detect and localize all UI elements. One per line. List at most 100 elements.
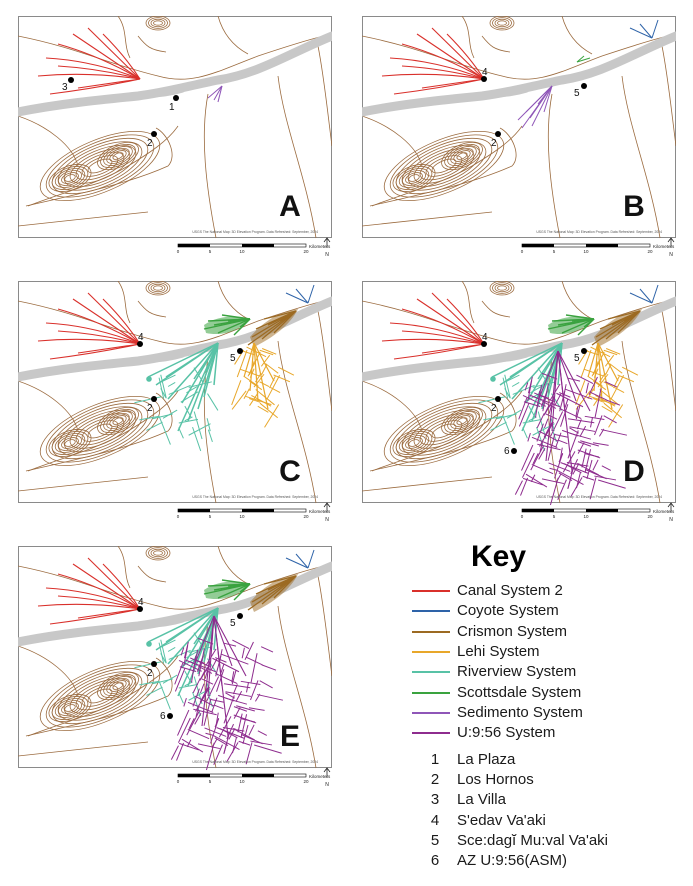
lehi-system-line: [269, 375, 276, 389]
u956-system-line: [196, 659, 205, 664]
contour-line: [362, 115, 423, 167]
riverview-system-line: [528, 405, 536, 418]
contour-ring: [64, 704, 76, 712]
riverview-system-line: [139, 680, 160, 686]
crismon-system-fill: [250, 309, 298, 347]
contour-ring: [145, 16, 171, 31]
contour-ring: [395, 431, 433, 455]
riverview-system-line: [483, 415, 504, 421]
u956-system-line: [215, 656, 222, 677]
contour-lines: [362, 281, 676, 504]
u956-system-line: [522, 394, 546, 407]
scale-tick-label: 20: [303, 249, 309, 254]
u956-system-line: [518, 403, 530, 427]
u956-system-line: [521, 452, 535, 478]
contour-ring: [450, 413, 474, 429]
scale-bar-segment: [586, 244, 618, 247]
canal-system-2-line: [389, 57, 485, 80]
riverview-system-line: [146, 686, 163, 696]
contour-line: [217, 546, 249, 585]
u956-system-line: [586, 459, 593, 480]
key-swatch: [412, 691, 450, 694]
u956-system-line: [201, 615, 215, 727]
u956-system-line: [522, 477, 543, 486]
u956-system-line: [577, 449, 601, 459]
u956-system-line: [254, 744, 282, 754]
contour-ring: [75, 416, 125, 446]
map-credit: USGS The National Map: 3D Elevation Prog…: [192, 230, 318, 234]
riverview-system-line: [165, 607, 219, 643]
sedimento-system-line: [521, 85, 553, 129]
site-marker: [167, 713, 173, 719]
scale-tick-label: 10: [583, 514, 589, 519]
contour-line: [18, 645, 79, 697]
site-4: 4: [137, 332, 144, 347]
north-arrow-icon: [323, 767, 331, 778]
contour-ring: [45, 664, 155, 728]
site-label: 2: [491, 138, 497, 149]
u956-system-line: [192, 688, 200, 707]
contour-lines: [18, 16, 332, 239]
site-4: 4: [481, 332, 488, 347]
contour-line: [481, 300, 511, 318]
sedimento-system: [517, 85, 553, 129]
u956-system-line: [195, 704, 200, 717]
u956-system-line: [228, 727, 236, 740]
salt-river: [18, 31, 332, 117]
contour-line: [277, 605, 317, 769]
contour-ring: [153, 550, 163, 556]
contour-ring: [51, 696, 89, 720]
u956-system-line: [559, 392, 571, 398]
scale-tick-label: 0: [177, 249, 180, 254]
key-site-name: AZ U:9:56(ASM): [457, 852, 568, 869]
scale-tick-label: 0: [521, 514, 524, 519]
salt-river: [137, 352, 184, 364]
lehi-system-line: [265, 363, 279, 374]
contour-ring: [97, 406, 139, 436]
scottsdale-system: [203, 579, 251, 601]
contour-ring: [444, 144, 480, 168]
scale-tick-label: 5: [553, 249, 556, 254]
contour-line: [27, 655, 179, 737]
contour-ring: [51, 431, 89, 455]
scale-tick-label: 20: [647, 249, 653, 254]
canal-system-2-line: [45, 57, 141, 80]
riverview-system-line: [537, 367, 548, 383]
u956-system-line: [200, 687, 209, 702]
u956-system-line: [206, 676, 220, 702]
contour-ring: [145, 281, 171, 296]
canal-system-2-line: [57, 43, 141, 80]
u956-system-line: [543, 405, 550, 416]
contour-ring: [145, 546, 171, 561]
u956-system-line: [199, 683, 205, 694]
site-label: 6: [160, 711, 166, 722]
contour-ring: [405, 172, 423, 184]
contour-ring: [153, 285, 163, 291]
u956-system-line: [557, 479, 567, 501]
contour-line: [18, 115, 79, 167]
contour-line: [203, 93, 217, 239]
u956-system-line: [536, 423, 544, 442]
contour-ring: [106, 678, 130, 694]
contour-ring: [112, 152, 124, 160]
canal-system-2-line: [45, 587, 141, 610]
lehi-system-line: [259, 349, 274, 356]
map-credit: USGS The National Map: 3D Elevation Prog…: [192, 760, 318, 764]
scale-tick-label: 10: [239, 514, 245, 519]
coyote-system-line: [295, 288, 309, 304]
contour-line: [18, 476, 149, 492]
contour-ring: [54, 433, 86, 453]
u956-system-line: [259, 680, 273, 689]
site-label: 2: [147, 403, 153, 414]
coyote-system: [285, 549, 315, 569]
lehi-system-line: [604, 354, 615, 367]
lehi-system-line: [259, 381, 270, 388]
lehi-system-line: [597, 342, 619, 382]
lehi-system-line: [593, 342, 599, 392]
u956-system-line: [192, 678, 201, 694]
lehi-system-line: [249, 392, 259, 406]
key-title: Key: [471, 540, 527, 573]
site-2: 2: [491, 396, 501, 414]
